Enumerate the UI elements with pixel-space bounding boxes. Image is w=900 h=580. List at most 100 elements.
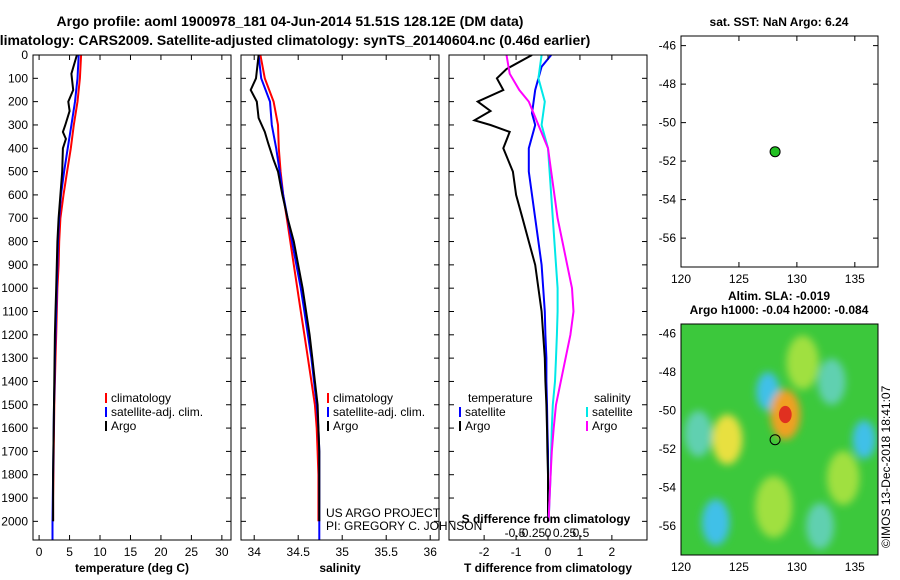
series-line-temperature-argo (471, 55, 549, 522)
x-tick-label: 0 (36, 545, 43, 559)
legend-label: satellite (465, 405, 506, 419)
salinity-panel: 34 34.5 35 35.5 36 salinity climatologysatelli… (240, 54, 440, 575)
series-line-climatology (259, 55, 320, 522)
legend-label: climatology (333, 391, 393, 405)
legend-label: satellite-adj. clim. (111, 405, 203, 419)
y-tick-label: -46 (659, 39, 677, 53)
x-tick-label: 36 (424, 545, 438, 559)
credit-line-2: PI: GREGORY C. JOHNSON (326, 519, 482, 533)
sla-anomalies (684, 335, 876, 550)
y-tick-label: -46 (659, 327, 677, 341)
sla-heatmap (681, 324, 878, 555)
x-tick-label: 0 (545, 545, 552, 559)
series-line-salinity-satellite (537, 55, 559, 522)
s-tick-label: 0.5 (573, 526, 590, 540)
s-tick-label: 0.25 (553, 526, 577, 540)
x-tick-label: 35 (336, 545, 350, 559)
y-tick-label: -48 (659, 77, 677, 91)
sst-map-panel: sat. SST: NaN Argo: 6.24 120 125 130 135 -46 -… (659, 15, 879, 286)
title-line-2: Climatology: CARS2009. Satellite-adjuste… (0, 32, 590, 48)
x-tick-label: 120 (671, 272, 691, 286)
s-tick-label: -0.5 (505, 526, 526, 540)
sla-frame (680, 323, 879, 556)
y-tick-label: -52 (659, 442, 677, 456)
series-line-argo (52, 55, 78, 522)
y-tick-label: 500 (8, 165, 28, 179)
y-tick-label: 200 (8, 95, 28, 109)
y-tick-label: -54 (659, 193, 677, 207)
x-tick-label: 15 (124, 545, 138, 559)
legend-label: Argo (333, 419, 359, 433)
plot-frame (32, 54, 232, 541)
y-tick-label: 800 (8, 235, 28, 249)
x-tick-label: 34.5 (287, 545, 311, 559)
s-tick-label: 0 (545, 526, 552, 540)
x-tick-label: 1 (577, 545, 584, 559)
legend-label: Argo (111, 419, 137, 433)
title-line-1: Argo profile: aoml 1900978_181 04-Jun-20… (57, 13, 524, 29)
sla-anomaly-blob (701, 499, 730, 546)
sla-title-line-1: Altim. SLA: -0.019 (728, 289, 830, 303)
x-tick-label: 30 (215, 545, 229, 559)
x-tick-label: 5 (66, 545, 73, 559)
x-tick-label: 135 (845, 560, 865, 574)
sla-anomaly-blob (852, 420, 876, 459)
difference-panel: -2 -1 0 1 2 T difference from climatology -0.5… (448, 54, 648, 575)
legend-label: climatology (111, 391, 171, 405)
y-tick-label: 300 (8, 118, 28, 132)
legend-label: satellite (592, 405, 633, 419)
y-tick-label: 1500 (1, 398, 28, 412)
sla-title-line-2: Argo h1000: -0.04 h2000: -0.084 (690, 303, 869, 317)
plot-frame (240, 54, 440, 541)
sst-title: sat. SST: NaN Argo: 6.24 (710, 15, 849, 29)
y-tick-label: 400 (8, 141, 28, 155)
y-tick-label: 1800 (1, 468, 28, 482)
x-tick-label: 125 (729, 560, 749, 574)
sla-anomaly-blob (786, 335, 819, 390)
argo-position-ring (769, 434, 781, 446)
timestamp: ©IMOS 13-Dec-2018 18:41:07 (879, 385, 893, 548)
x-tick-label: -1 (511, 545, 522, 559)
sla-anomaly-blob (712, 414, 743, 465)
credit-line-1: US ARGO PROJECT (326, 506, 441, 520)
y-tick-label: 1900 (1, 491, 28, 505)
y-tick-label: -50 (659, 404, 677, 418)
y-tick-label: -48 (659, 365, 677, 379)
legend-title-temperature: temperature (468, 391, 533, 405)
y-tick-label: 1200 (1, 328, 28, 342)
y-tick-label: -56 (659, 231, 677, 245)
x-tick-label: 25 (185, 545, 199, 559)
legend-title-salinity: salinity (594, 391, 631, 405)
x-tick-label: 10 (93, 545, 107, 559)
y-tick-label: 1000 (1, 281, 28, 295)
y-tick-label: 900 (8, 258, 28, 272)
legend-label: satellite-adj. clim. (333, 405, 425, 419)
x-tick-label: 135 (845, 272, 865, 286)
x-axis-label: salinity (319, 561, 361, 575)
argo-position-marker (769, 146, 781, 158)
y-tick-label: 2000 (1, 514, 28, 528)
legend-label: Argo (465, 419, 491, 433)
y-tick-label: -52 (659, 154, 677, 168)
sla-anomaly-blob (755, 476, 793, 538)
x-tick-label: 130 (787, 560, 807, 574)
y-tick-label: -54 (659, 481, 677, 495)
y-tick-label: 1400 (1, 374, 28, 388)
y-tick-label: 600 (8, 188, 28, 202)
series-line-salinity-argo (505, 55, 575, 522)
y-tick-label: 1100 (2, 304, 28, 318)
sla-anomaly-blob (806, 503, 834, 550)
y-tick-label: 1700 (1, 444, 28, 458)
series-line-argo (249, 55, 321, 522)
s-tick-label: -0.25 (518, 526, 546, 540)
temperature-panel: 0 5 10 15 20 25 300100200300400500600700800900… (1, 48, 232, 575)
y-tick-label: -50 (659, 116, 677, 130)
x-tick-label: 2 (609, 545, 616, 559)
sla-anomaly-blob (684, 410, 713, 457)
x-tick-label: 35.5 (375, 545, 399, 559)
x-tick-label: 20 (154, 545, 168, 559)
x-tick-label: -2 (479, 545, 490, 559)
y-tick-label: 700 (8, 211, 28, 225)
